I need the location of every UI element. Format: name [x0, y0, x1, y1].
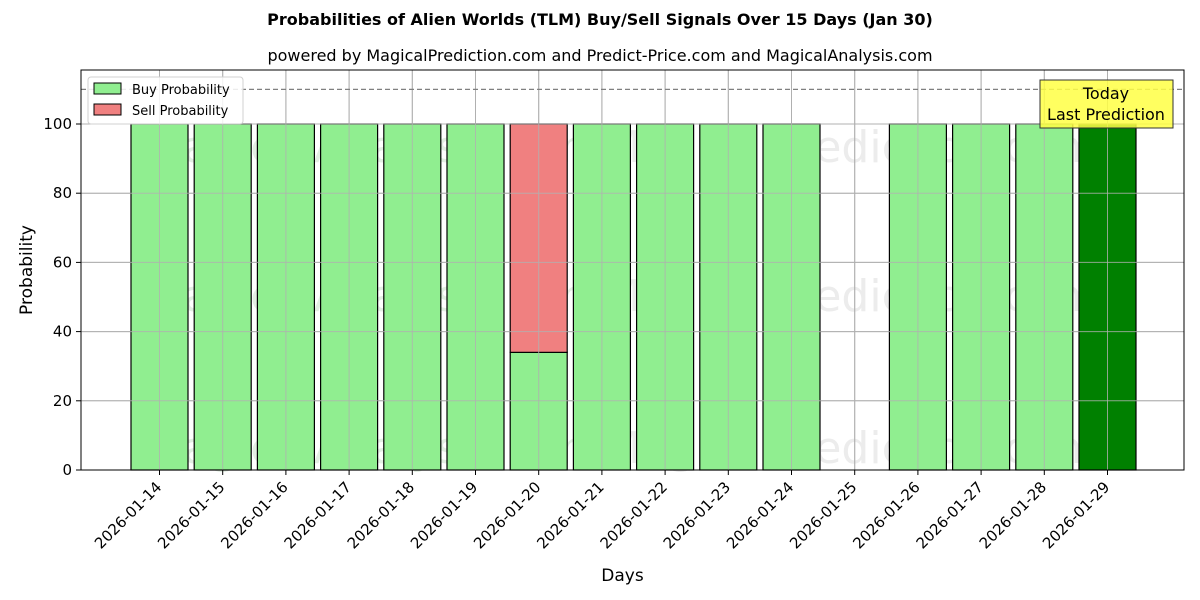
x-tick-label: 2026-01-21: [533, 478, 607, 552]
x-tick-label: 2026-01-18: [344, 478, 418, 552]
legend-sell-label: Sell Probability: [132, 104, 229, 119]
today-annotation: [1039, 79, 1174, 129]
x-tick-label: 2026-01-24: [723, 478, 797, 552]
x-tick-label: 2026-01-17: [281, 478, 355, 552]
legend-buy-swatch: [93, 82, 122, 95]
x-tick-label: 2026-01-27: [913, 478, 987, 552]
annotation-line2: Last Prediction: [1047, 105, 1165, 124]
y-tick-label: 80: [53, 184, 72, 202]
y-tick-label: 40: [53, 323, 72, 341]
chart-title: Probabilities of Alien Worlds (TLM) Buy/…: [267, 10, 933, 29]
x-tick-label: 2026-01-22: [597, 478, 671, 552]
x-tick-label: 2026-01-20: [470, 478, 544, 552]
y-tick-label: 60: [53, 253, 72, 271]
x-tick-label: 2026-01-16: [217, 478, 291, 552]
plot-frame: [80, 69, 1185, 471]
legend: [87, 76, 244, 125]
x-tick-label: 2026-01-29: [1039, 478, 1113, 552]
y-tick-label: 0: [62, 461, 72, 479]
x-tick-label: 2026-01-26: [849, 478, 923, 552]
y-axis-label: Probability: [17, 225, 37, 315]
y-tick-label: 20: [53, 392, 72, 410]
x-axis-label: Days: [601, 566, 644, 586]
chart-subtitle: powered by MagicalPrediction.com and Pre…: [267, 46, 933, 65]
x-tick-label: 2026-01-15: [154, 478, 228, 552]
x-tick-label: 2026-01-25: [786, 478, 860, 552]
x-tick-label: 2026-01-28: [976, 478, 1050, 552]
x-tick-label: 2026-01-14: [91, 478, 165, 552]
legend-buy-label: Buy Probability: [132, 83, 230, 98]
annotation-line1: Today: [1082, 84, 1129, 103]
legend-sell-swatch: [93, 103, 122, 116]
x-tick-label: 2026-01-19: [407, 478, 481, 552]
x-tick-label: 2026-01-23: [660, 478, 734, 552]
y-tick-label: 100: [43, 115, 72, 133]
